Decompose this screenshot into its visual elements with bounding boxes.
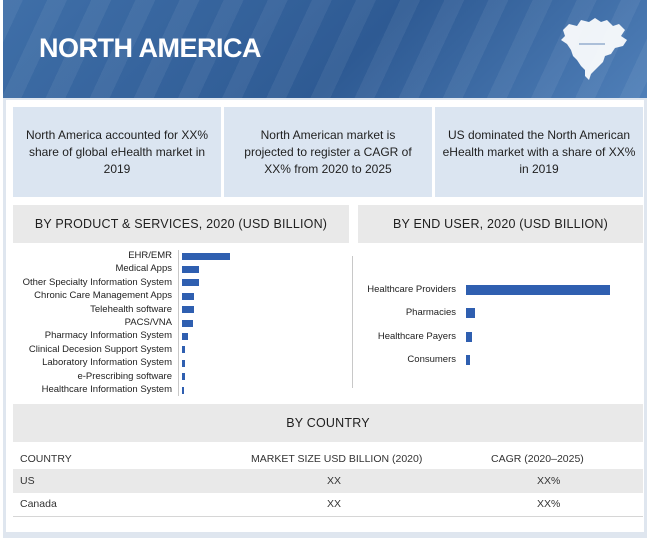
bar [182, 319, 193, 327]
highlight-text: North America accounted for XX% share of… [25, 127, 209, 176]
cell-cagr: XX% [537, 475, 561, 487]
table-row [13, 469, 643, 493]
bar-label: Consumers [407, 353, 456, 365]
bar [182, 306, 194, 314]
table-divider [13, 516, 643, 517]
bar-label: Healthcare Payers [377, 330, 456, 342]
bar [182, 332, 188, 340]
bar-label: Healthcare Information System [41, 384, 172, 395]
chart-axis [178, 250, 179, 396]
bar-label: EHR/EMR [128, 250, 172, 261]
region-banner: NORTH AMERICA [3, 0, 647, 98]
bar [182, 265, 200, 273]
highlight-text: US dominated the North American eHealth … [442, 127, 636, 176]
column-header-cagr: CAGR (2020–2025) [491, 453, 584, 465]
bar [182, 346, 185, 354]
bar-label: e-Prescribing software [77, 370, 172, 382]
enduser-chart-title: BY END USER, 2020 (USD BILLION) [358, 205, 643, 243]
bar [182, 386, 184, 394]
bar-label: Pharmacy Information System [44, 330, 172, 342]
bar-label: Telehealth software [90, 303, 172, 315]
bar [182, 252, 230, 260]
bar [466, 285, 610, 295]
bar [182, 292, 195, 300]
bar-label: Laboratory Information System [42, 357, 172, 369]
table-header-row [13, 447, 643, 469]
bar-label: Chronic Care Management Apps [34, 290, 172, 302]
bar-label: Healthcare Providers [367, 284, 456, 295]
cell-market-size: XX [327, 498, 342, 510]
highlight-text: North American market is projected to re… [244, 127, 412, 176]
banner-texture [3, 0, 647, 98]
bar-label: Clinical Decesion Support System [28, 343, 172, 355]
bar-label: PACS/VNA [124, 317, 172, 328]
cell-country: Canada [20, 498, 57, 510]
bar-label: Medical Apps [115, 263, 172, 275]
cell-country: US [20, 475, 35, 487]
bar-label: Pharmacies [405, 307, 456, 319]
highlight-box: North American market is projected to re… [224, 107, 432, 197]
bar [466, 308, 475, 319]
country-table-title: BY COUNTRY [13, 404, 643, 442]
chart-axis [352, 256, 353, 388]
cell-market-size: XX [327, 475, 342, 487]
highlight-box: North America accounted for XX% share of… [13, 107, 221, 197]
bar [466, 354, 471, 365]
column-header-market-size: MARKET SIZE USD BILLION (2020) [251, 453, 423, 465]
product-chart-title: BY PRODUCT & SERVICES, 2020 (USD BILLION… [13, 205, 349, 243]
bar [182, 359, 185, 367]
bar-label: Other Specialty Information System [22, 276, 172, 288]
cell-cagr: XX% [537, 498, 561, 510]
highlight-box: US dominated the North American eHealth … [435, 107, 643, 197]
bar [182, 279, 199, 287]
bar [182, 373, 185, 381]
column-header-country: COUNTRY [20, 453, 72, 465]
page-title: NORTH AMERICA [39, 33, 262, 63]
north-america-map-icon [561, 18, 627, 80]
bar [466, 331, 472, 342]
